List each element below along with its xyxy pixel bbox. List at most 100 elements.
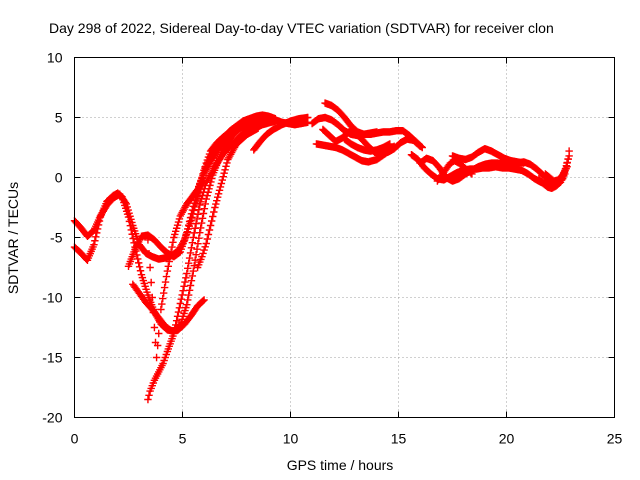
data-point xyxy=(119,195,127,204)
data-point xyxy=(218,176,227,184)
data-point xyxy=(174,218,183,226)
data-point xyxy=(184,259,193,267)
data-point xyxy=(94,221,103,229)
data-point xyxy=(125,217,134,226)
data-point xyxy=(128,230,136,238)
data-points xyxy=(70,99,573,404)
x-tick-label: 15 xyxy=(391,431,407,447)
data-point xyxy=(175,215,184,223)
data-point xyxy=(267,113,275,122)
data-point xyxy=(204,230,213,239)
data-point xyxy=(176,299,185,308)
data-point xyxy=(160,356,168,365)
data-point xyxy=(159,289,168,297)
data-point xyxy=(304,113,312,122)
data-point xyxy=(185,217,194,226)
data-point xyxy=(373,128,381,136)
data-point xyxy=(198,191,207,200)
data-point xyxy=(181,234,189,242)
data-point xyxy=(212,200,220,208)
data-point xyxy=(161,353,169,362)
data-point xyxy=(184,296,192,304)
data-point xyxy=(93,225,102,233)
x-tick-label: 10 xyxy=(283,431,299,447)
x-tick-label: 25 xyxy=(607,431,623,447)
data-point xyxy=(163,267,172,275)
data-point xyxy=(147,278,155,287)
data-point xyxy=(122,204,130,213)
data-point xyxy=(187,244,196,252)
data-point xyxy=(164,262,173,270)
data-point xyxy=(142,285,150,293)
data-point xyxy=(219,172,227,181)
data-point xyxy=(199,249,207,258)
data-point xyxy=(193,245,201,253)
x-tick-label: 0 xyxy=(71,431,79,447)
data-point xyxy=(168,243,176,251)
x-tick-label: 20 xyxy=(499,431,515,447)
data-point xyxy=(176,248,185,256)
data-point xyxy=(191,224,199,232)
data-point xyxy=(184,221,193,229)
data-point xyxy=(389,143,397,151)
data-point xyxy=(390,142,398,150)
data-point xyxy=(180,309,188,318)
data-point xyxy=(186,249,195,257)
data-point xyxy=(179,286,187,295)
data-point xyxy=(178,291,186,299)
data-point xyxy=(188,206,197,214)
data-point xyxy=(134,255,142,263)
data-point xyxy=(148,293,156,302)
y-tick-label: 5 xyxy=(55,110,63,126)
data-point xyxy=(215,186,224,195)
data-point xyxy=(129,234,137,243)
data-point xyxy=(213,193,222,201)
data-point xyxy=(130,239,138,247)
series-track-18 xyxy=(433,157,476,185)
data-point xyxy=(182,274,190,282)
data-point xyxy=(204,153,213,161)
data-point xyxy=(182,303,190,312)
data-point xyxy=(184,264,192,273)
data-point xyxy=(205,226,214,234)
data-point xyxy=(137,271,146,279)
y-axis-label: SDTVAR / TECUs xyxy=(5,182,21,294)
y-tick-labels: -20 -15 -10 -5 0 5 10 xyxy=(42,50,62,426)
data-point xyxy=(155,329,163,338)
data-point xyxy=(200,246,208,254)
series-track-14 xyxy=(340,135,394,155)
y-tick-label: -15 xyxy=(42,350,62,366)
data-point xyxy=(468,170,476,178)
data-point xyxy=(203,156,212,164)
data-point xyxy=(144,236,152,244)
data-point xyxy=(127,226,135,234)
x-axis-label: GPS time / hours xyxy=(287,457,394,473)
data-point xyxy=(145,250,153,258)
series-track-7 xyxy=(193,124,262,272)
data-point xyxy=(170,233,178,242)
data-point xyxy=(172,316,181,325)
data-point xyxy=(174,308,183,316)
data-point xyxy=(206,221,215,230)
series-track-6 xyxy=(129,280,208,335)
data-point xyxy=(182,231,190,240)
data-point xyxy=(172,227,180,236)
data-point xyxy=(196,201,204,209)
data-point xyxy=(138,273,147,282)
data-point xyxy=(144,395,152,404)
data-point xyxy=(92,233,100,241)
data-point xyxy=(162,350,170,359)
data-point xyxy=(175,304,184,312)
data-point xyxy=(416,142,424,150)
data-point xyxy=(186,281,195,290)
data-point xyxy=(193,185,202,194)
data-point xyxy=(209,212,217,221)
data-point xyxy=(181,278,189,286)
data-point xyxy=(217,179,226,188)
data-point xyxy=(188,272,197,280)
data-point xyxy=(165,257,173,266)
data-point xyxy=(160,283,169,292)
data-point xyxy=(203,235,212,243)
data-point xyxy=(150,323,159,332)
data-point xyxy=(177,295,185,303)
